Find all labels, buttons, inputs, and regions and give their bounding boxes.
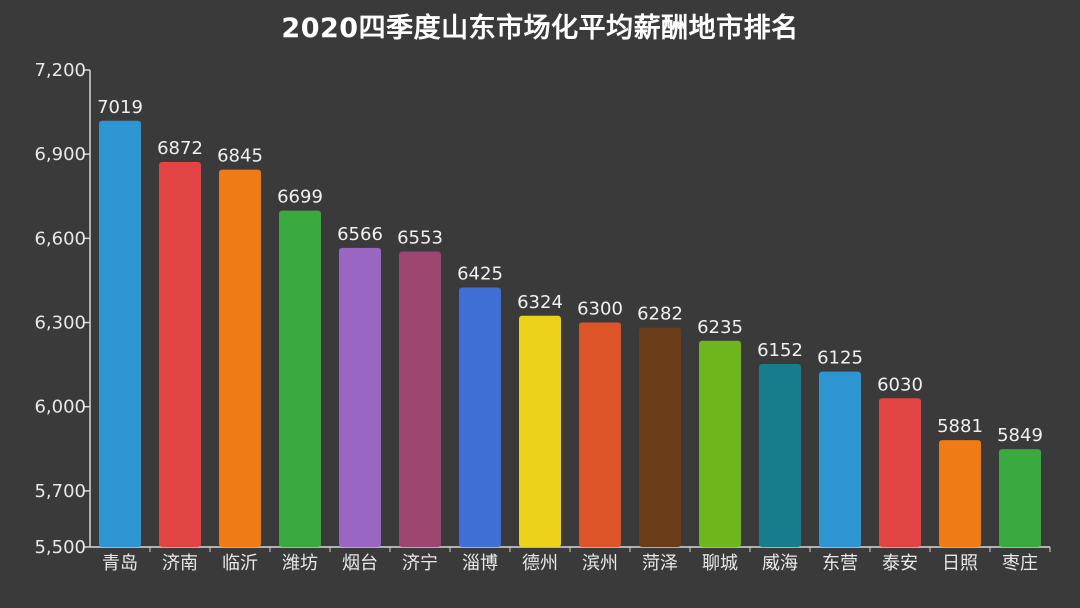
bar [399,251,441,547]
bar [939,440,981,547]
y-tick-label: 6,900 [34,144,86,165]
data-label: 6152 [757,340,803,361]
bar [99,120,141,547]
bar [879,398,921,547]
x-tick-label: 济宁 [402,553,438,574]
x-tick-label: 威海 [762,553,798,574]
x-tick-label: 泰安 [882,553,918,574]
y-tick-label: 6,000 [34,397,86,418]
x-tick-label: 潍坊 [282,553,318,574]
x-tick-label: 枣庄 [1002,553,1038,574]
x-tick-label: 日照 [942,553,978,574]
data-label: 6300 [577,299,623,320]
bar [159,162,201,547]
bar [699,340,741,547]
bar [339,247,381,547]
x-tick-label: 聊城 [702,553,738,574]
bar [639,327,681,547]
data-label: 5881 [937,416,983,437]
bar [459,287,501,547]
bar [219,169,261,547]
bars [99,120,1041,547]
data-label: 6872 [157,138,203,159]
data-label: 6845 [217,146,263,167]
bar [819,371,861,547]
x-tick-label: 烟台 [342,553,378,574]
bar [519,315,561,547]
bar [279,210,321,547]
data-label: 5849 [997,425,1043,446]
axes: 5,500 5,700 6,000 6,300 6,600 6,900 7,200 [34,60,1051,558]
y-tick-label: 6,300 [34,313,86,334]
data-label: 6553 [397,228,443,249]
y-tick-label: 5,500 [34,537,86,558]
x-tick-label: 德州 [522,553,558,574]
data-label: 6566 [337,224,383,245]
labels: 7019 青岛 6872 济南 6845 临沂 6699 潍坊 6566 烟台 6553 济宁 6425… [97,97,1043,574]
data-label: 7019 [97,97,143,118]
bar [759,364,801,547]
bar [999,449,1041,547]
data-label: 6324 [517,292,563,313]
x-tick-label: 青岛 [102,553,138,574]
x-tick-label: 临沂 [222,553,258,574]
data-label: 6125 [817,348,863,369]
bar [579,322,621,547]
data-label: 6425 [457,263,503,284]
data-label: 6282 [637,304,683,325]
y-tick-label: 7,200 [34,60,86,81]
data-label: 6235 [697,317,743,338]
y-tick-label: 6,600 [34,228,86,249]
x-tick-label: 滨州 [582,553,618,574]
data-label: 6699 [277,187,323,208]
x-tick-label: 济南 [162,553,198,574]
data-label: 6030 [877,374,923,395]
x-tick-label: 淄博 [462,553,498,574]
chart-title: 2020四季度山东市场化平均薪酬地市排名 [281,13,799,44]
x-tick-label: 东营 [822,553,858,574]
y-tick-label: 5,700 [34,481,86,502]
x-tick-label: 菏泽 [642,553,678,574]
